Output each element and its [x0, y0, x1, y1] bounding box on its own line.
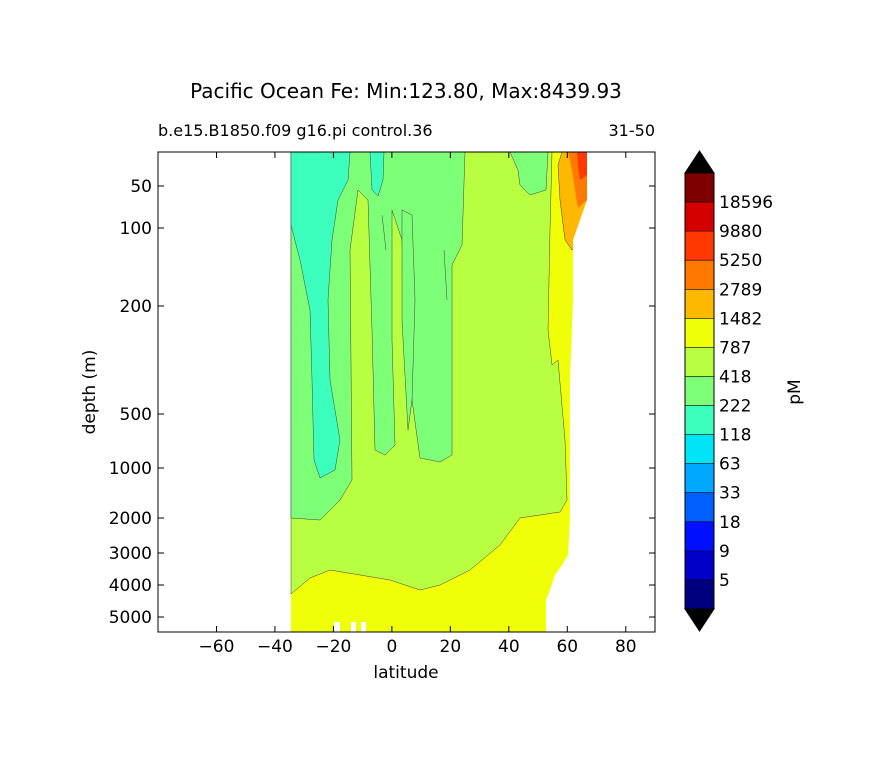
colorbar-tick-label: 222	[719, 397, 751, 417]
colorbar-tick-label: 118	[719, 426, 751, 446]
colorbar-swatch	[685, 231, 714, 261]
colorbar-swatch	[685, 376, 714, 406]
colorbar-swatch	[685, 173, 714, 203]
colorbar-tick-label: 2789	[719, 280, 762, 300]
colorbar-swatch	[685, 492, 714, 522]
colorbar-tick-label: 1482	[719, 309, 762, 329]
y-tick-label: 200	[120, 297, 152, 317]
y-axis: 50 100 200 500 1000 2000 3000 4000 5000	[109, 177, 655, 628]
colorbar-tick-label: 9	[719, 542, 730, 562]
x-tick-label: 80	[615, 637, 637, 657]
colorbar-frame	[684, 172, 715, 610]
land-gap	[361, 622, 366, 632]
plot-area	[290, 152, 655, 632]
colorbar-tick-label: 787	[719, 338, 751, 358]
y-tick-label: 50	[130, 177, 152, 197]
y-tick-label: 100	[120, 219, 152, 239]
chart-subtitle-right: 31-50	[609, 121, 656, 140]
colorbar-swatch	[685, 521, 714, 551]
land-mask-north-upper	[573, 152, 655, 240]
y-tick-label: 1000	[109, 459, 152, 479]
y-tick-label: 3000	[109, 544, 152, 564]
colorbar-extend-over	[684, 150, 715, 174]
colorbar-label: pM	[785, 379, 805, 404]
contour-fill-5250-9880	[577, 152, 587, 180]
colorbar-tick-label: 5250	[719, 251, 762, 271]
land-gap	[351, 622, 356, 632]
y-tick-label: 2000	[109, 509, 152, 529]
y-tick-label: 4000	[109, 576, 152, 596]
contour-fill-222-418-tongue	[401, 209, 416, 431]
x-tick-label: −60	[199, 637, 235, 657]
colorbar-swatch	[685, 550, 714, 580]
colorbar-swatch	[685, 347, 714, 377]
x-tick-label: −40	[257, 637, 293, 657]
colorbar-swatch	[685, 260, 714, 290]
colorbar-swatch	[685, 579, 714, 609]
colorbar-tick-label: 63	[719, 455, 741, 475]
colorbar-swatch	[685, 463, 714, 493]
colorbar-tick-label: 9880	[719, 222, 762, 242]
x-tick-label: 20	[440, 637, 462, 657]
land-mask-north	[546, 240, 655, 632]
colorbar-swatch	[685, 289, 714, 319]
colorbar-tick-label: 5	[719, 571, 730, 591]
colorbar-swatch	[685, 405, 714, 435]
colorbar-tick-label: 18	[719, 513, 741, 533]
colorbar: 5 9 18 33 63 118 222 418 787 1482 2789 5250 9880 1859…	[684, 150, 773, 632]
colorbar-tick-label: 18596	[719, 193, 773, 213]
contour-fill-118-222-mid	[369, 152, 385, 197]
plot-frame	[157, 151, 656, 633]
colorbar-tick-label: 33	[719, 484, 741, 504]
chart-title: Pacific Ocean Fe: Min:123.80, Max:8439.9…	[190, 79, 622, 103]
colorbar-swatch	[685, 434, 714, 464]
x-tick-label: 0	[386, 637, 397, 657]
colorbar-extend-under	[684, 608, 715, 632]
x-tick-label: 40	[498, 637, 520, 657]
contour-line-center	[381, 214, 448, 301]
y-tick-label: 500	[120, 405, 152, 425]
land-gap	[334, 622, 340, 632]
colorbar-swatch	[685, 202, 714, 232]
x-axis: −60 −40 −20 0 20 40 60 80	[199, 152, 637, 657]
chart-subtitle-left: b.e15.B1850.f09 g16.pi control.36	[158, 121, 433, 140]
y-axis-label: depth (m)	[80, 350, 100, 435]
x-axis-label: latitude	[373, 663, 438, 683]
colorbar-swatch	[685, 318, 714, 348]
x-tick-label: −20	[315, 637, 351, 657]
contour-fill-118-222-south	[290, 152, 351, 479]
colorbar-tick-label: 418	[719, 367, 751, 387]
x-tick-label: 60	[556, 637, 578, 657]
y-tick-label: 5000	[109, 608, 152, 628]
